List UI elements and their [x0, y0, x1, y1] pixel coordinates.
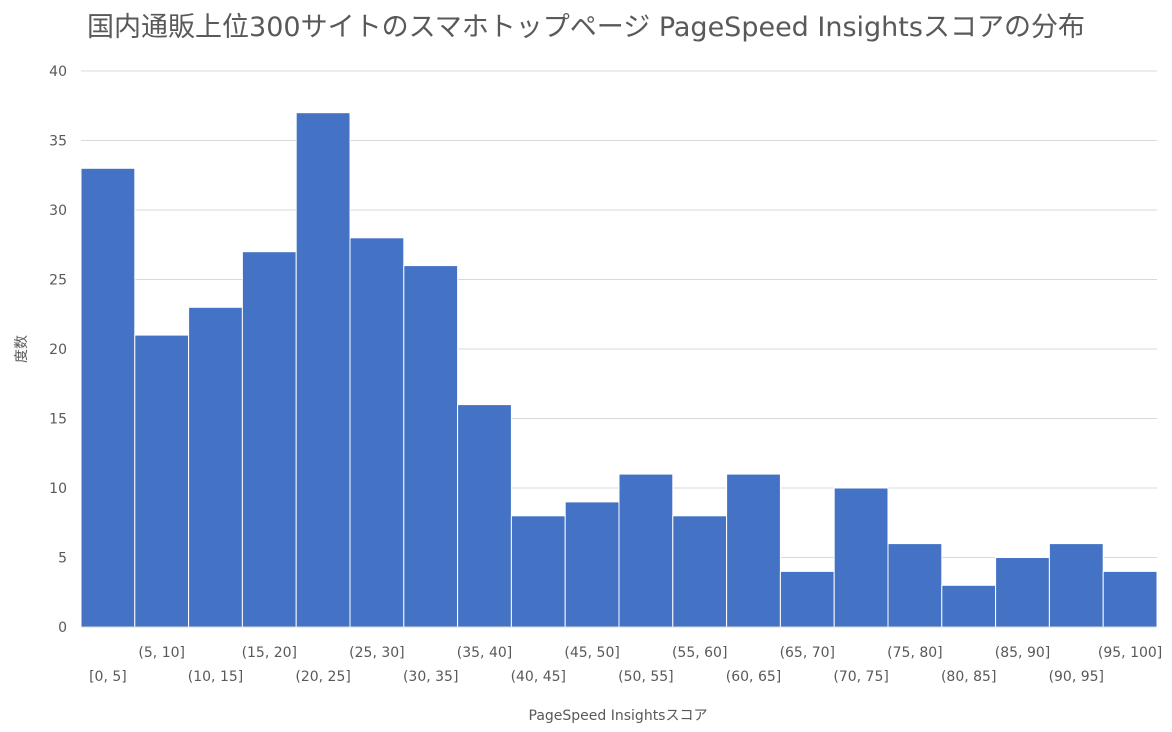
y-axis-label: 度数	[14, 335, 30, 363]
y-tick-label: 15	[49, 412, 67, 428]
x-tick-label: (70, 75]	[833, 669, 888, 685]
y-tick-label: 20	[49, 342, 67, 358]
bar	[672, 515, 728, 628]
x-tick-label: (35, 40]	[457, 645, 512, 661]
x-tick-label: [0, 5]	[89, 669, 127, 685]
bar	[349, 237, 405, 628]
x-tick-label: (20, 25]	[295, 669, 350, 685]
x-tick-label: (45, 50]	[564, 645, 619, 661]
x-tick-label: (90, 95]	[1049, 669, 1104, 685]
y-tick-label: 10	[49, 481, 67, 497]
x-tick-label: (75, 80]	[887, 645, 942, 661]
x-axis-ticks: [0, 5] (5, 10](10, 15] (15, 20] (20, 25] (25…	[89, 645, 1162, 685]
x-tick-label: (40, 45]	[511, 669, 566, 685]
x-tick-label: (50, 55]	[618, 669, 673, 685]
y-tick-label: 35	[49, 134, 67, 150]
bar	[80, 167, 136, 628]
x-tick-label: (80, 85]	[941, 669, 996, 685]
y-axis-ticks: 0 5 10 15 20 25 30 35 40	[49, 64, 67, 636]
x-tick-label: (60, 65]	[726, 669, 781, 685]
x-tick-label: (15, 20]	[242, 645, 297, 661]
x-tick-label: (85, 90]	[995, 645, 1050, 661]
bar	[134, 334, 190, 628]
bar	[564, 501, 620, 628]
bar	[1048, 543, 1104, 628]
y-tick-label: 5	[58, 551, 67, 567]
bar	[403, 265, 459, 628]
bar	[726, 473, 781, 628]
y-tick-label: 30	[49, 203, 67, 219]
x-tick-label: (30, 35]	[403, 669, 458, 685]
x-tick-label: (65, 70]	[780, 645, 835, 661]
bar	[887, 543, 943, 628]
x-axis-label: PageSpeed Insightsスコア	[529, 708, 708, 724]
bar	[295, 112, 351, 628]
x-tick-label: (25, 30]	[349, 645, 404, 661]
bar	[995, 557, 1050, 628]
chart-title: 国内通販上位300サイトのスマホトップページ PageSpeed Insight…	[87, 12, 1085, 43]
bar	[1102, 570, 1158, 628]
bar	[941, 584, 997, 628]
x-tick-label: (55, 60]	[672, 645, 727, 661]
y-tick-label: 0	[58, 620, 67, 636]
y-tick-label: 40	[49, 64, 67, 80]
bar	[457, 404, 512, 628]
x-tick-label: (10, 15]	[188, 669, 243, 685]
bars	[80, 112, 1158, 628]
bar	[618, 473, 674, 628]
y-tick-label: 25	[49, 273, 67, 289]
bar	[510, 515, 566, 628]
bar	[833, 487, 889, 628]
bar	[779, 570, 835, 628]
bar	[241, 251, 297, 628]
x-tick-label: (95, 100]	[1098, 645, 1162, 661]
bar	[188, 306, 243, 628]
x-tick-label: (5, 10]	[138, 645, 185, 661]
